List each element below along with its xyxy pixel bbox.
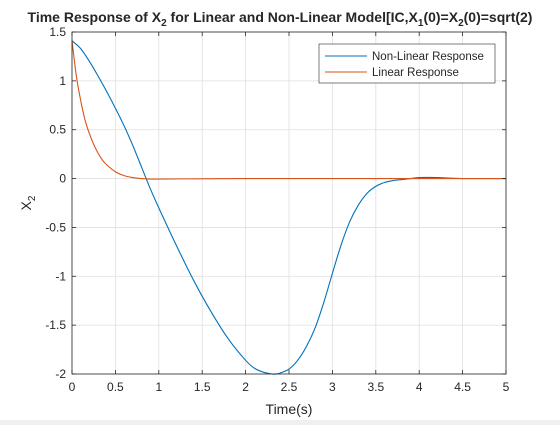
title-part: 2 [161, 18, 167, 29]
x-tick-label: 3.5 [367, 380, 384, 394]
title-part: (0)=sqrt(2) [464, 9, 533, 25]
tick-labels: 0 0.5 1 1.5 2 2.5 3 3.5 4 4.5 5 -2 -1.5 -1 -0.5 0 0.5 1 1.… [45, 25, 509, 394]
y-tick-label: -1 [55, 269, 66, 283]
x-tick-label: 1 [155, 380, 162, 394]
y-axis-label-subscript: 2 [27, 195, 38, 201]
y-tick-label: -2 [55, 367, 66, 381]
legend-box [318, 43, 496, 84]
legend: Non-Linear Response Linear Response [318, 43, 496, 84]
y-tick-label: -0.5 [45, 220, 66, 234]
title-part: (0)=X [423, 9, 458, 25]
series-line-linear [71, 40, 506, 180]
y-tick-label: 0.5 [49, 123, 66, 137]
x-tick-label: 1.5 [194, 380, 211, 394]
x-tick-label: 4 [416, 380, 423, 394]
x-tick-label: 5 [503, 380, 510, 394]
legend-label-linear: Linear Response [372, 67, 459, 79]
x-tick-label: 2 [242, 380, 249, 394]
y-tick-label: 1 [59, 74, 66, 88]
legend-label-non-linear: Non-Linear Response [372, 51, 484, 63]
chart-title: Time Response of X2 for Linear and Non-L… [28, 9, 533, 29]
y-tick-label: 0 [59, 172, 66, 186]
y-tick-label: -1.5 [45, 318, 66, 332]
y-axis-label-base: X [18, 200, 34, 210]
x-tick-label: 4.5 [454, 380, 471, 394]
y-tick-label: 1.5 [49, 25, 66, 39]
ticks [71, 31, 507, 375]
x-axis-label: Time(s) [266, 401, 313, 417]
y-axis-label: X2 [18, 195, 38, 210]
x-tick-label: 3 [329, 380, 336, 394]
title-part: 2 [458, 18, 464, 29]
x-tick-label: 0.5 [107, 380, 124, 394]
x-tick-label: 0 [69, 380, 76, 394]
title-part: Time Response of X [28, 9, 162, 25]
title-part: 1 [418, 18, 424, 29]
x-tick-label: 2.5 [281, 380, 298, 394]
title-part: for Linear and Non-Linear Model[IC,X [167, 9, 419, 25]
